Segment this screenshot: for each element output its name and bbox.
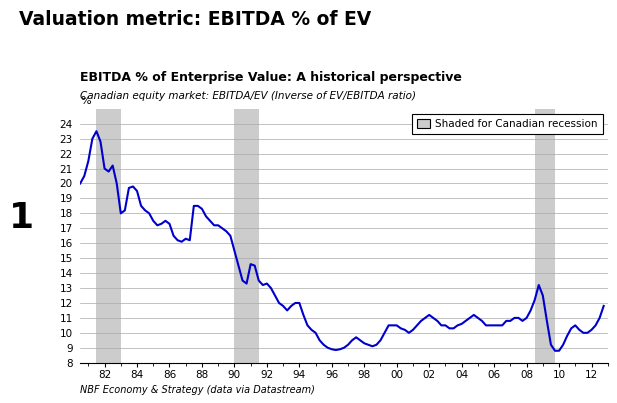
Text: %: %	[80, 96, 91, 106]
Text: Canadian equity market: EBITDA/EV (Inverse of EV/EBITDA ratio): Canadian equity market: EBITDA/EV (Inver…	[80, 91, 416, 101]
Text: 1: 1	[9, 201, 35, 235]
Text: Valuation metric: EBITDA % of EV: Valuation metric: EBITDA % of EV	[19, 10, 371, 29]
Text: EBITDA % of Enterprise Value: A historical perspective: EBITDA % of Enterprise Value: A historic…	[80, 71, 462, 83]
Legend: Shaded for Canadian recession: Shaded for Canadian recession	[412, 114, 603, 135]
Bar	[234, 109, 259, 363]
Bar	[96, 109, 121, 363]
Bar	[535, 109, 555, 363]
Text: NBF Economy & Strategy (data via Datastream): NBF Economy & Strategy (data via Datastr…	[80, 385, 315, 395]
